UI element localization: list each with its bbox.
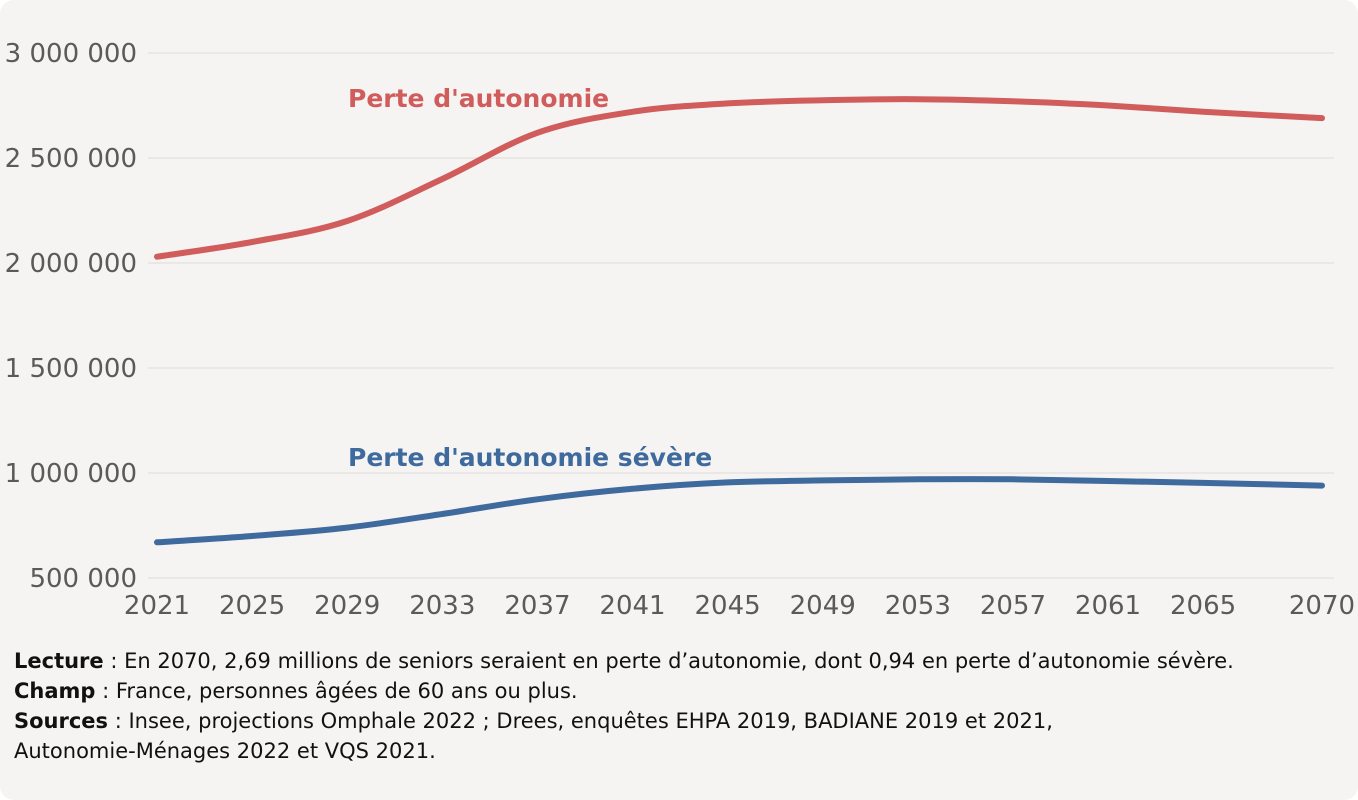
series-label-perte-autonomie-severe: Perte d'autonomie sévère [348, 443, 713, 472]
series-line-perte-autonomie-severe [154, 476, 1325, 546]
y-axis-tick-label: 2 500 000 [5, 144, 137, 174]
x-axis-tick-label: 2033 [409, 591, 475, 621]
x-axis-tick-label: 2025 [219, 591, 285, 621]
note-lecture: Lecture : En 2070, 2,69 millions de seni… [14, 646, 1344, 676]
footnotes: Lecture : En 2070, 2,69 millions de seni… [14, 646, 1344, 766]
x-axis-tick-label: 2041 [599, 591, 665, 621]
x-axis-tick-label: 2070 [1289, 591, 1355, 621]
note-sources: Sources : Insee, projections Omphale 202… [14, 706, 1094, 766]
x-axis-tick-label: 2049 [790, 591, 856, 621]
note-lecture-label: Lecture [14, 649, 104, 673]
series-label-perte-autonomie: Perte d'autonomie [348, 84, 610, 113]
y-axis-tick-label: 3 000 000 [5, 39, 137, 69]
note-champ-label: Champ [14, 679, 96, 703]
y-axis-tick-label: 500 000 [29, 564, 137, 594]
note-sources-label: Sources [14, 709, 109, 733]
line-chart: 500 000 1 000 000 1 500 000 2 000 000 2 500 … [5, 39, 1355, 621]
x-axis-tick-label: 2057 [980, 591, 1046, 621]
x-axis-tick-label: 2061 [1075, 591, 1141, 621]
x-axis-tick-label: 2021 [124, 591, 190, 621]
note-champ-text: : France, personnes âgées de 60 ans ou p… [95, 679, 578, 703]
note-lecture-text: : En 2070, 2,69 millions de seniors sera… [103, 649, 1234, 673]
note-champ: Champ : France, personnes âgées de 60 an… [14, 676, 1344, 706]
x-axis-tick-label: 2045 [695, 591, 761, 621]
x-axis-tick-label: 2029 [314, 591, 380, 621]
x-axis-tick-label: 2037 [504, 591, 570, 621]
series-line-perte-autonomie [154, 96, 1325, 260]
y-axis-tick-label: 2 000 000 [5, 249, 137, 279]
x-axis-tick-label: 2065 [1170, 591, 1236, 621]
x-axis-tick-label: 2053 [885, 591, 951, 621]
note-sources-text: : Insee, projections Omphale 2022 ; Dree… [14, 709, 1053, 763]
y-axis-tick-label: 1 000 000 [5, 459, 137, 489]
y-axis-tick-label: 1 500 000 [5, 354, 137, 384]
chart-canvas: 500 000 1 000 000 1 500 000 2 000 000 2 500 … [5, 39, 1355, 621]
